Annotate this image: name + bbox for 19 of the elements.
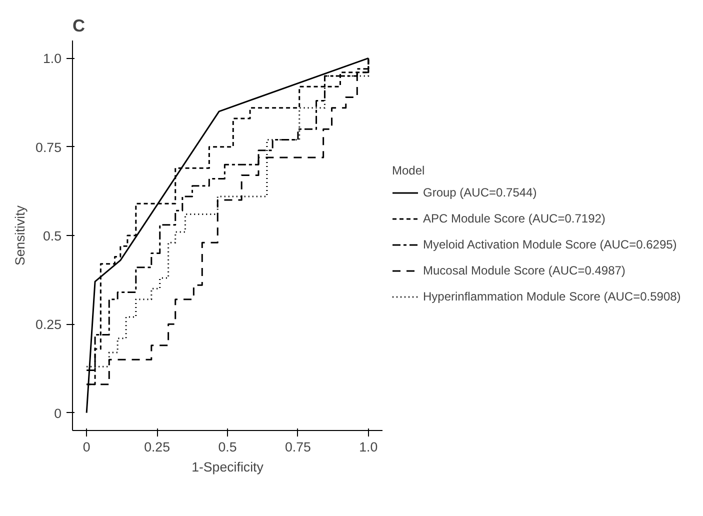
legend-label: Mucosal Module Score (AUC=0.4987) bbox=[423, 264, 626, 278]
chart-title: C bbox=[72, 16, 86, 36]
y-tick-label: 0.75 bbox=[36, 140, 62, 155]
legend-label: APC Module Score (AUC=0.7192) bbox=[423, 212, 606, 226]
x-tick-label: 0.5 bbox=[218, 440, 237, 454]
legend-label: Hyperinflammation Module Score (AUC=0.5908) bbox=[423, 290, 681, 304]
x-tick-label: 1.0 bbox=[359, 440, 378, 454]
legend-label: Group (AUC=0.7544) bbox=[423, 186, 537, 200]
y-axis-title: Sensitivity bbox=[12, 205, 28, 266]
legend-title: Model bbox=[392, 164, 426, 178]
legend-label: Myeloid Activation Module Score (AUC=0.6295) bbox=[423, 238, 677, 252]
x-tick-label: 0 bbox=[82, 440, 90, 454]
y-tick-label: 0.5 bbox=[42, 228, 62, 244]
x-tick-label: 0.75 bbox=[284, 440, 311, 454]
y-tick-label: 0.25 bbox=[36, 317, 62, 332]
x-tick-label: 0.25 bbox=[144, 440, 170, 454]
x-axis-title: 1-Specificity bbox=[192, 460, 264, 474]
y-tick-label: 1.0 bbox=[42, 51, 62, 66]
y-tick-label: 0 bbox=[54, 406, 62, 421]
